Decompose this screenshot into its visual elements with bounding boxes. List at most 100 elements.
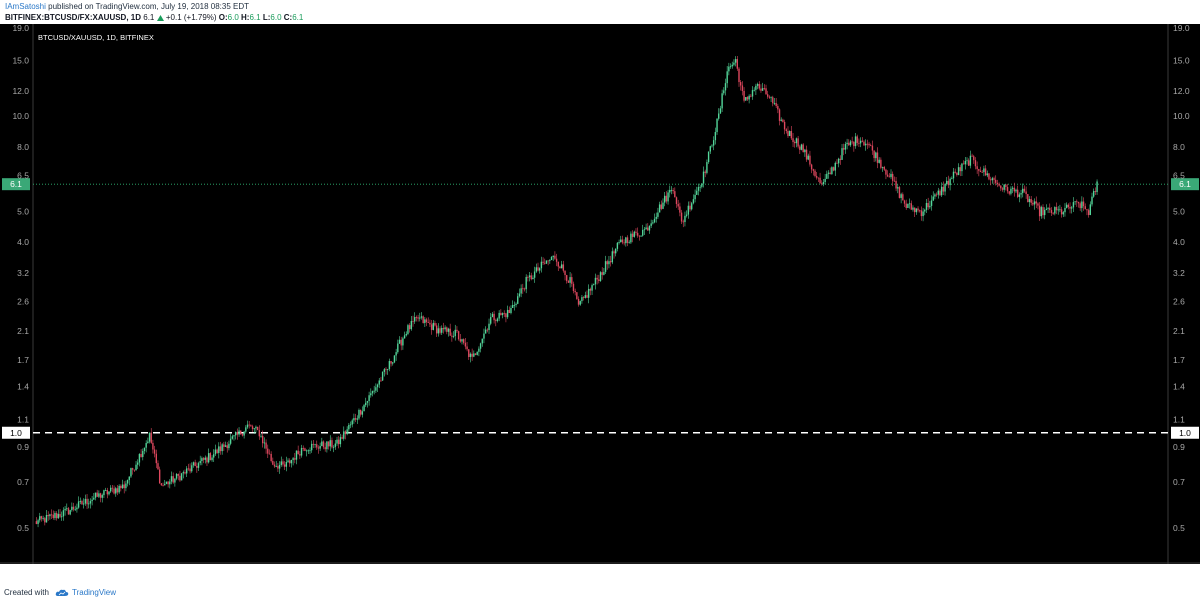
price-chart[interactable]: 6.1 6.1 1.0 1.0 19.0 15.0 12.0 10.0 8.0 6.5 5.0 4… bbox=[0, 23, 1200, 579]
candle bbox=[194, 459, 196, 467]
candle bbox=[657, 207, 659, 219]
candle bbox=[964, 156, 967, 170]
price-badge-left: 6.1 bbox=[2, 178, 30, 191]
candle bbox=[1033, 198, 1036, 210]
candle bbox=[587, 284, 590, 304]
candle bbox=[680, 209, 683, 225]
candle bbox=[461, 338, 463, 345]
candle bbox=[967, 158, 970, 166]
candle bbox=[581, 295, 583, 304]
candle bbox=[321, 437, 323, 447]
candle bbox=[223, 441, 225, 452]
candle bbox=[880, 157, 882, 170]
chart-pane[interactable]: 6.1 6.1 1.0 1.0 19.0 15.0 12.0 10.0 8.0 6.5 5.0 4… bbox=[0, 23, 1200, 579]
candle bbox=[214, 444, 217, 457]
candle bbox=[709, 145, 711, 154]
candle bbox=[804, 148, 806, 157]
candle bbox=[402, 336, 404, 350]
candle bbox=[557, 261, 559, 271]
candle bbox=[143, 447, 146, 455]
right-price-axis[interactable]: 19.0 15.0 12.0 10.0 8.0 6.5 5.0 4.0 3.2 2.6 2.1 1.7… bbox=[1173, 23, 1190, 533]
candle bbox=[209, 452, 212, 461]
candles[interactable] bbox=[35, 55, 1098, 528]
candle bbox=[202, 456, 205, 464]
left-price-axis[interactable]: 19.0 15.0 12.0 10.0 8.0 6.5 5.0 4.0 3.2 2.6 2.1 1.7… bbox=[12, 23, 29, 533]
candle bbox=[876, 147, 879, 169]
y-tick-label-left: 1.7 bbox=[17, 355, 29, 365]
candle bbox=[924, 208, 926, 216]
candle bbox=[755, 83, 757, 95]
candle bbox=[773, 97, 776, 106]
candle bbox=[822, 179, 825, 187]
candle bbox=[324, 442, 326, 452]
candle bbox=[253, 427, 255, 434]
low-label: L: bbox=[262, 13, 271, 22]
author-link[interactable]: IAmSatoshi bbox=[5, 2, 46, 11]
candle bbox=[615, 248, 617, 257]
candle bbox=[577, 296, 580, 307]
candle bbox=[66, 503, 68, 511]
candle bbox=[712, 136, 715, 151]
candle bbox=[1067, 203, 1070, 210]
candle bbox=[201, 456, 203, 466]
chart-title: BTCUSD/XAUUSD, 1D, BITFINEX bbox=[38, 33, 154, 42]
candle bbox=[623, 239, 625, 246]
candle bbox=[128, 476, 130, 486]
candle bbox=[643, 227, 646, 235]
candle bbox=[420, 312, 423, 320]
candle bbox=[827, 170, 830, 179]
candle bbox=[317, 445, 320, 454]
candle bbox=[677, 199, 679, 210]
candle bbox=[947, 175, 950, 189]
candle bbox=[442, 322, 445, 334]
candle bbox=[1055, 202, 1058, 215]
candle bbox=[410, 315, 413, 331]
candle bbox=[299, 451, 301, 460]
candle bbox=[111, 485, 114, 493]
candle bbox=[888, 172, 891, 178]
candle bbox=[72, 502, 75, 512]
y-tick-label-left: 2.1 bbox=[17, 326, 29, 336]
candle bbox=[522, 283, 524, 294]
candle bbox=[77, 496, 80, 509]
candle bbox=[788, 130, 791, 137]
candle bbox=[1092, 188, 1095, 198]
candle bbox=[984, 165, 987, 177]
candle bbox=[287, 458, 289, 464]
candle bbox=[871, 140, 874, 155]
candle bbox=[338, 436, 340, 449]
candle bbox=[437, 323, 440, 337]
candle bbox=[160, 483, 163, 486]
y-tick-label-right: 5.0 bbox=[1173, 207, 1185, 217]
candle bbox=[192, 461, 195, 468]
candle bbox=[1015, 188, 1017, 194]
candle bbox=[349, 421, 352, 429]
candle bbox=[770, 96, 772, 102]
candle bbox=[513, 301, 516, 311]
close-value: 6.1 bbox=[292, 13, 304, 22]
candle bbox=[332, 445, 335, 453]
candle bbox=[1050, 207, 1053, 217]
candle bbox=[54, 511, 56, 521]
candle bbox=[1079, 201, 1081, 211]
candle bbox=[733, 59, 735, 67]
candle bbox=[486, 328, 489, 333]
candle bbox=[375, 383, 377, 394]
candle bbox=[604, 255, 607, 274]
candle bbox=[164, 479, 166, 486]
y-tick-label-right: 2.6 bbox=[1173, 296, 1185, 306]
footer-bar: Created with TradingView bbox=[0, 583, 1200, 603]
candle bbox=[902, 192, 904, 201]
candle bbox=[853, 141, 855, 152]
tradingview-brand[interactable]: TradingView bbox=[55, 588, 116, 597]
candle bbox=[650, 219, 652, 228]
candle bbox=[723, 87, 725, 96]
candle bbox=[109, 485, 112, 493]
candle bbox=[167, 481, 169, 488]
candle bbox=[344, 430, 347, 440]
candle bbox=[508, 306, 510, 314]
candle bbox=[243, 430, 245, 439]
candle bbox=[468, 349, 470, 360]
candle bbox=[810, 163, 813, 174]
candle bbox=[358, 408, 360, 421]
